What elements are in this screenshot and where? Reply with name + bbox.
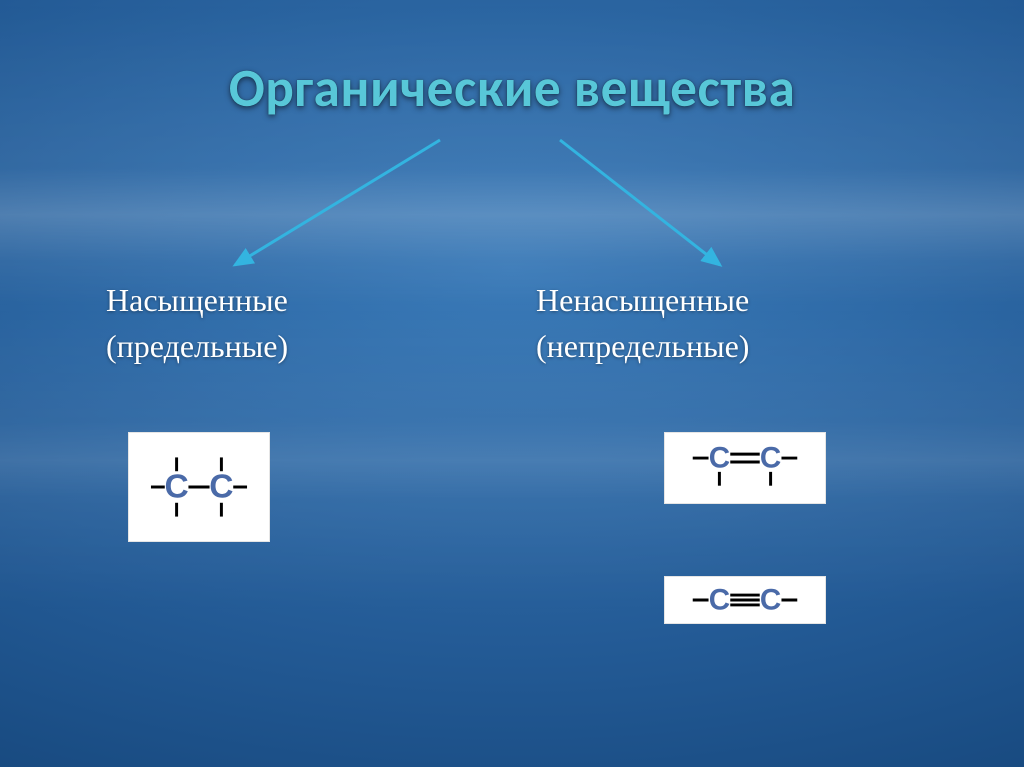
svg-text:C: C	[709, 584, 730, 617]
left-branch-label-2: (предельные)	[106, 328, 288, 365]
right-branch-label-2: (непредельные)	[536, 328, 749, 365]
page-title: Органические вещества	[0, 56, 1024, 121]
svg-text:C: C	[709, 442, 730, 475]
left-branch-label-1: Насыщенные	[106, 282, 288, 319]
svg-text:C: C	[209, 469, 233, 506]
molecule-double-bond: CC	[664, 432, 826, 504]
svg-text:C: C	[760, 584, 781, 617]
arrow-right	[560, 140, 720, 265]
molecule-triple-bond: CC	[664, 576, 826, 624]
svg-text:C: C	[164, 469, 188, 506]
right-branch-label-1: Ненасыщенные	[536, 282, 749, 319]
svg-text:C: C	[760, 442, 781, 475]
arrow-left	[235, 140, 440, 265]
molecule-single-bond: CC	[128, 432, 270, 542]
